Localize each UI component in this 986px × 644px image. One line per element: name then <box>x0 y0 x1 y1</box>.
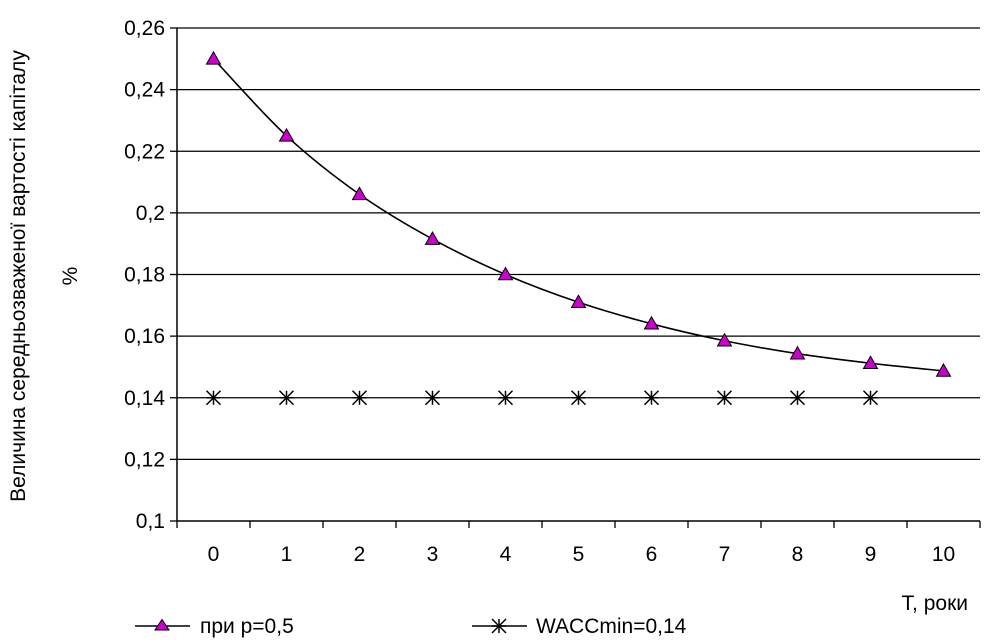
y-tick-label: 0,16 <box>124 325 165 348</box>
data-point-series-2 <box>570 390 587 406</box>
asterisk-marker-icon <box>491 618 507 634</box>
legend-label-series-1: при p=0,5 <box>200 615 294 638</box>
grid-layer <box>177 27 980 461</box>
y-tick-labels: 0,1 0,12 0,14 0,16 0,18 0,2 0,22 0,24 0,26 <box>124 17 165 533</box>
data-point-series-2 <box>789 390 806 406</box>
legend-label-series-2: WACCmin=0,14 <box>536 615 687 638</box>
legend-asterisk-shape <box>491 618 507 634</box>
data-point-series-2 <box>862 390 879 406</box>
x-tick-label: 9 <box>865 543 877 566</box>
x-tick-label: 3 <box>427 543 439 566</box>
axes-layer <box>170 27 981 528</box>
data-point-series-1 <box>862 355 879 369</box>
data-point-series-2 <box>497 390 514 406</box>
series-line-1 <box>212 58 944 372</box>
x-tick-label: 1 <box>281 543 293 566</box>
x-tick-label: 8 <box>792 543 804 566</box>
data-point-series-2 <box>205 390 222 406</box>
data-point-series-1 <box>205 50 222 65</box>
triangle-marker-icon <box>154 618 170 631</box>
y-axis-title: Величина середньозваженої вартості капіт… <box>7 50 30 502</box>
y-tick-label: 0,24 <box>124 79 165 102</box>
data-point-series-1 <box>570 294 587 308</box>
data-point-series-1 <box>351 186 368 201</box>
series-layer <box>205 50 952 406</box>
data-point-series-1 <box>789 345 806 360</box>
y-tick-label: 0,1 <box>136 510 165 533</box>
data-point-series-1 <box>424 231 441 245</box>
legend-item-series-2: WACCmin=0,14 <box>472 615 687 638</box>
y-tick-label: 0,2 <box>136 202 165 225</box>
x-tick-label: 7 <box>719 543 731 566</box>
y-tick-label: 0,14 <box>124 387 165 410</box>
x-tick-label: 5 <box>573 543 585 566</box>
data-point-series-2 <box>643 390 660 406</box>
x-tick-labels: 0 1 2 3 4 5 6 7 8 9 10 <box>208 543 956 566</box>
legend: при p=0,5 WACCmin=0,14 <box>135 615 687 638</box>
data-point-series-1 <box>935 362 952 377</box>
x-tick-label: 2 <box>354 543 366 566</box>
x-axis-title: T, роки <box>902 592 968 615</box>
data-point-series-2 <box>351 390 368 406</box>
x-tick-label: 4 <box>500 543 512 566</box>
data-point-series-1 <box>716 332 733 347</box>
data-point-series-1 <box>278 127 295 142</box>
y-axis-title-unit: % <box>59 267 82 286</box>
data-point-series-2 <box>278 390 295 406</box>
x-tick-label: 6 <box>646 543 658 566</box>
y-tick-label: 0,26 <box>124 17 165 40</box>
x-tick-label: 10 <box>932 543 955 566</box>
x-tick-label: 0 <box>208 543 220 566</box>
y-tick-label: 0,22 <box>124 140 165 163</box>
data-point-series-1 <box>643 315 660 330</box>
data-point-series-2 <box>716 390 733 406</box>
y-tick-label: 0,18 <box>124 264 165 287</box>
legend-item-series-1: при p=0,5 <box>135 615 294 638</box>
y-tick-label: 0,12 <box>124 448 165 471</box>
data-point-series-1 <box>497 266 514 281</box>
data-point-series-2 <box>424 390 441 406</box>
